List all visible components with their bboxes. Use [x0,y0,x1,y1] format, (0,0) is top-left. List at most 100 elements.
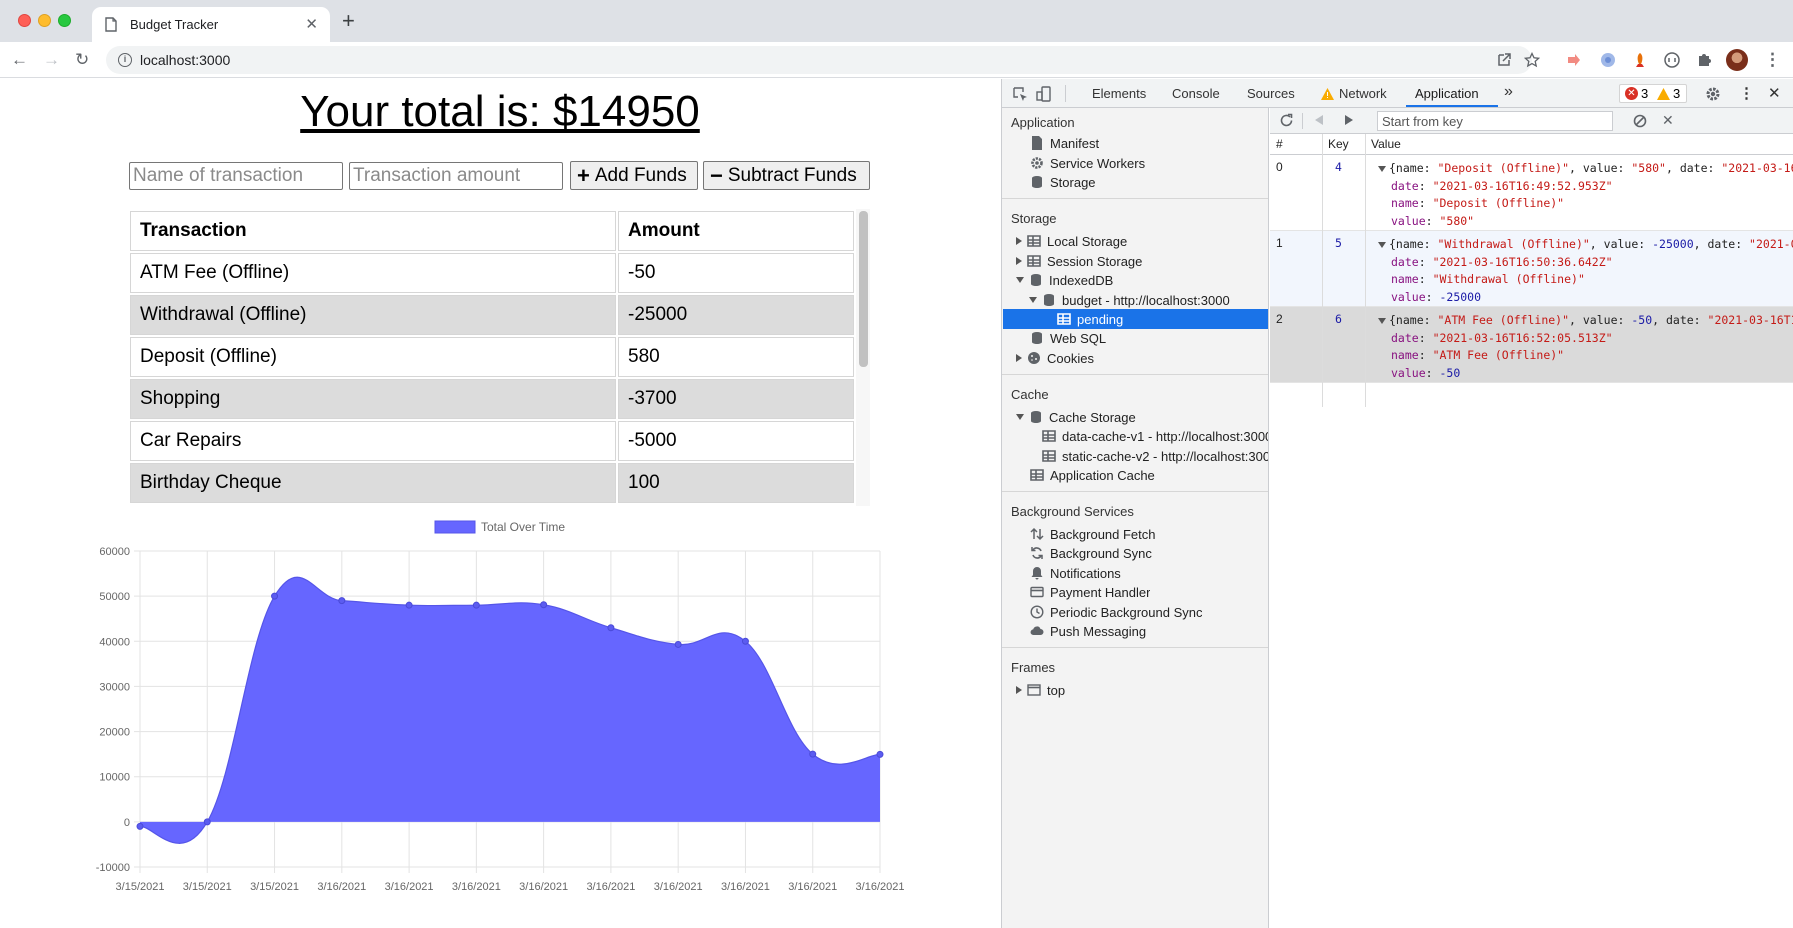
section-frames: Frames [1011,660,1056,675]
tab-network[interactable]: Network [1339,86,1387,101]
expand-arrow-icon[interactable] [1016,354,1022,362]
settings-gear-icon[interactable] [1705,86,1721,102]
add-funds-label: Add Funds [594,164,687,186]
table-grid-icon [1030,469,1044,481]
transaction-name-input[interactable] [129,162,343,190]
open-external-icon[interactable] [1496,52,1512,68]
bell-icon [1031,567,1043,580]
sidebar-item-manifest[interactable]: Manifest [1030,133,1099,153]
sidebar-item-budget-db[interactable]: budget - http://localhost:3000 [1029,290,1269,310]
sidebar-item-local-storage[interactable]: Local Storage [1016,231,1127,251]
sidebar-item-background-sync[interactable]: Background Sync [1030,543,1152,563]
expand-arrow-icon[interactable] [1016,237,1022,245]
collapse-arrow-icon[interactable] [1029,297,1037,303]
table-row[interactable]: 2 6 {name: "ATM Fee (Offline)", value: -… [1270,307,1793,383]
sidebar-item-payment-handler[interactable]: Payment Handler [1030,582,1150,602]
collapse-arrow-icon[interactable] [1016,277,1024,283]
collapse-arrow-icon[interactable] [1378,241,1386,248]
x-tick-label: 3/16/2021 [856,881,905,893]
close-tab-icon[interactable]: ✕ [305,16,318,33]
extensions-puzzle-icon[interactable] [1696,52,1712,68]
sidebar-item-pending-store[interactable]: pending [1003,309,1268,329]
sidebar-item-session-storage[interactable]: Session Storage [1016,251,1142,271]
sidebar-item-cookies[interactable]: Cookies [1016,348,1094,368]
reload-icon[interactable]: ↻ [75,50,90,69]
device-toolbar-icon[interactable] [1036,86,1052,102]
extension-rocket-icon[interactable] [1632,52,1648,68]
sidebar-item-web-sql[interactable]: Web SQL [1030,328,1106,348]
address-bar[interactable]: i localhost:3000 [106,46,1540,74]
collapse-arrow-icon[interactable] [1016,414,1024,420]
back-arrow-icon[interactable]: ← [11,50,28,69]
more-tabs-icon[interactable]: » [1504,83,1513,100]
sidebar-item-push-messaging[interactable]: Push Messaging [1030,621,1146,641]
tab-divider [1065,85,1066,102]
table-grid-icon [1027,235,1041,247]
sidebar-item-static-cache[interactable]: static-cache-v2 - http://localhost:3000 [1042,446,1268,466]
close-window-button[interactable] [18,14,31,27]
column-divider [1322,134,1323,407]
extension-arrow-icon[interactable] [1566,52,1582,68]
y-tick-label: 40000 [99,636,130,648]
transaction-amount-cell: -25000 [618,295,854,335]
extension-globe-icon[interactable] [1600,52,1616,68]
delete-selected-icon[interactable]: ✕ [1662,112,1674,128]
sidebar-item-frame-top[interactable]: top [1016,680,1065,700]
sidebar-item-application-cache[interactable]: Application Cache [1030,465,1155,485]
close-devtools-icon[interactable]: ✕ [1768,85,1781,102]
expand-arrow-icon[interactable] [1016,686,1022,694]
sidebar-item-indexeddb[interactable]: IndexedDB [1016,270,1113,290]
table-row: Birthday Cheque 100 [130,463,854,503]
collapse-arrow-icon[interactable] [1378,317,1386,324]
database-icon [1032,332,1042,344]
new-tab-button[interactable]: + [342,8,355,33]
row-value: {name: "Deposit (Offline)", value: "580"… [1378,160,1793,230]
sidebar-item-notifications[interactable]: Notifications [1030,563,1121,583]
url-text[interactable]: localhost:3000 [140,52,231,68]
sidebar-item-cache-storage[interactable]: Cache Storage [1016,407,1136,427]
section-cache: Cache [1011,387,1049,402]
maximize-window-button[interactable] [58,14,71,27]
clear-object-store-icon[interactable] [1633,114,1647,128]
avatar[interactable] [1726,49,1748,71]
row-index: 1 [1276,236,1283,250]
table-scrollbar-thumb[interactable] [859,211,868,367]
transaction-table-container[interactable]: Transaction Amount ATM Fee (Offline) -50 … [128,209,870,506]
extension-eye-icon[interactable] [1664,52,1680,68]
table-row: Shopping -3700 [130,379,854,419]
sidebar-item-service-workers[interactable]: Service Workers [1030,153,1145,173]
info-icon[interactable]: i [118,53,132,67]
issues-counter[interactable]: ✕ 3 3 [1619,84,1687,103]
tab-sources[interactable]: Sources [1247,86,1295,101]
sidebar-item-background-fetch[interactable]: Background Fetch [1030,524,1156,544]
data-point [203,818,211,826]
next-page-icon[interactable] [1345,115,1353,125]
minus-icon: − [710,162,723,188]
devtools-menu-icon[interactable]: ⋮ [1739,85,1754,102]
sidebar-item-storage[interactable]: Storage [1030,172,1096,192]
browser-tab[interactable]: Budget Tracker ✕ [92,7,330,42]
tab-elements[interactable]: Elements [1092,86,1147,101]
menu-kebab-icon[interactable]: ⋮ [1764,50,1781,69]
forward-arrow-icon[interactable]: → [43,50,60,69]
table-row[interactable]: 0 4 {name: "Deposit (Offline)", value: "… [1270,155,1793,231]
sidebar-divider [1002,647,1268,648]
expand-arrow-icon[interactable] [1016,257,1022,265]
subtract-funds-button[interactable]: − Subtract Funds [703,161,870,190]
transaction-amount-input[interactable] [349,162,563,190]
sidebar-item-periodic-background-sync[interactable]: Periodic Background Sync [1030,602,1202,622]
frame-window-icon [1027,684,1041,696]
start-from-key-input[interactable] [1377,111,1613,131]
refresh-icon[interactable] [1279,113,1294,128]
table-row[interactable]: 1 5 {name: "Withdrawal (Offline)", value… [1270,231,1793,307]
previous-page-icon[interactable] [1315,115,1323,125]
inspect-element-icon[interactable] [1012,86,1028,102]
bookmark-star-icon[interactable] [1524,52,1540,68]
sidebar-item-data-cache[interactable]: data-cache-v1 - http://localhost:3000 [1042,426,1268,446]
collapse-arrow-icon[interactable] [1378,165,1386,172]
tab-application[interactable]: Application [1415,86,1479,101]
add-funds-button[interactable]: + Add Funds [570,161,698,190]
tab-console[interactable]: Console [1172,86,1220,101]
minimize-window-button[interactable] [38,14,51,27]
browser-tab-bar: Budget Tracker ✕ + [0,0,1793,42]
